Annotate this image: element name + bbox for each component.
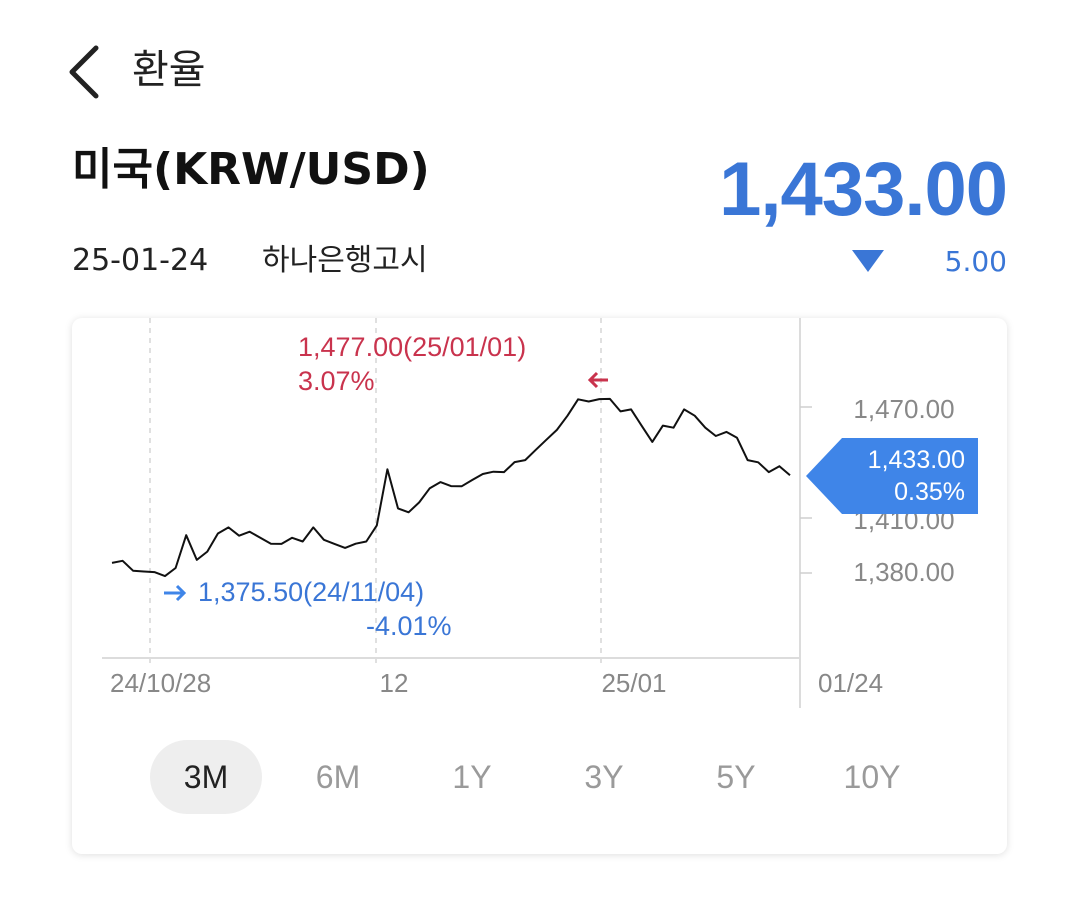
range-tab-10y[interactable]: 10Y [843,759,901,795]
current-pct-label: 0.35% [894,478,965,506]
series-line [111,397,791,578]
rate-date: 25-01-24 [72,243,209,278]
range-tab-1y[interactable]: 1Y [452,759,492,795]
right-arrow-icon [164,584,187,602]
x-tick-label: 25/01 [601,668,666,698]
range-tab-3y[interactable]: 3Y [584,759,624,795]
range-tabs: 3M 6M 1Y 3Y 5Y 10Y [72,736,1007,816]
rate-chart-card: 1,470.00 1,410.00 1,380.00 24/10/28 12 2… [72,318,1007,854]
rate-chart: 1,470.00 1,410.00 1,380.00 24/10/28 12 2… [102,318,978,708]
change-amount: 5.00 [944,245,1007,278]
high-annotation-label: 1,477.00(25/01/01) [298,332,526,362]
currency-pair-name: 미국(KRW/USD) [72,144,430,195]
high-annotation-pct: 3.07% [298,366,375,396]
chevron-left-icon [69,45,99,99]
range-tab-6m[interactable]: 6M [315,759,361,795]
range-tab-3m[interactable]: 3M [150,740,262,814]
x-tick-label: 24/10/28 [110,668,211,698]
low-annotation-label: 1,375.50(24/11/04) [198,577,424,607]
back-button[interactable] [60,40,116,104]
low-annotation-pct: -4.01% [366,611,452,641]
current-rate: 1,433.00 [719,147,1008,232]
current-value-label: 1,433.00 [868,446,965,474]
x-tick-label: 01/24 [818,668,883,698]
y-tick-label: 1,380.00 [853,557,954,587]
page-title: 환율 [132,47,206,93]
down-triangle-icon [852,250,884,272]
range-tab-5y[interactable]: 5Y [716,759,756,795]
current-value-tag [806,438,978,514]
rate-source: 하나은행고시 [262,243,428,278]
y-tick-label: 1,470.00 [853,394,954,424]
x-tick-label: 12 [380,668,409,698]
left-arrow-icon [587,371,608,389]
